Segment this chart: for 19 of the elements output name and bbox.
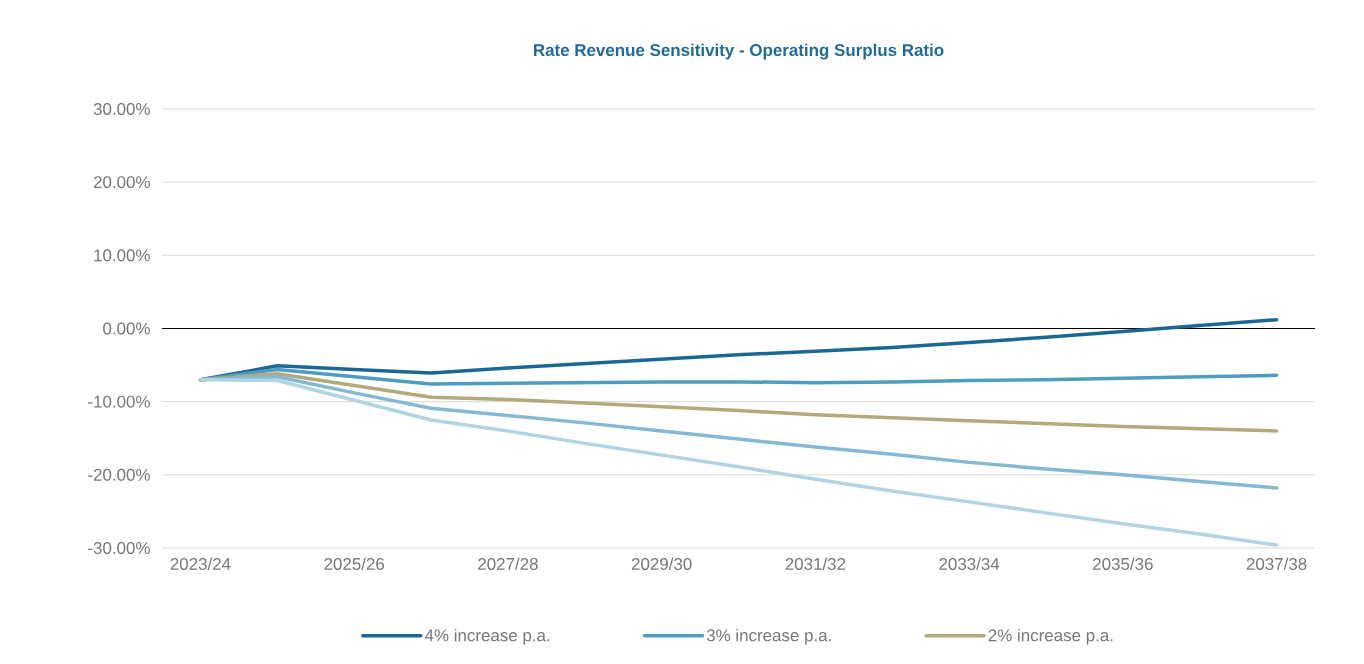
y-tick-label: 10.00% — [94, 249, 150, 262]
x-tick-label: 2037/38 — [1246, 557, 1307, 570]
x-tick-label: 2035/36 — [1093, 557, 1153, 570]
x-tick-label: 2027/28 — [478, 557, 538, 570]
x-tick-label: 2029/30 — [631, 557, 692, 570]
x-tick-label: 2033/34 — [939, 557, 1000, 570]
y-tick-label: 20.00% — [93, 176, 150, 189]
y-tick-label: 30.00% — [93, 102, 150, 115]
x-tick-label: 2025/26 — [324, 557, 385, 570]
y-tick-label: 0.00% — [103, 322, 150, 335]
x-tick-label: 2031/32 — [785, 557, 846, 570]
legend-label: 2% increase p.a. — [988, 628, 1113, 645]
x-tick-label: 2023/24 — [170, 557, 231, 570]
chart-title: Rate Revenue Sensitivity - Operating Surplus Ratio — [534, 43, 944, 60]
y-tick-label: -30.00% — [88, 541, 150, 554]
y-tick-label: -20.00% — [88, 468, 150, 481]
y-tick-label: -10.00% — [88, 395, 150, 408]
legend-label: 3% increase p.a. — [706, 628, 831, 645]
legend-label: 4% increase p.a. — [424, 628, 550, 645]
